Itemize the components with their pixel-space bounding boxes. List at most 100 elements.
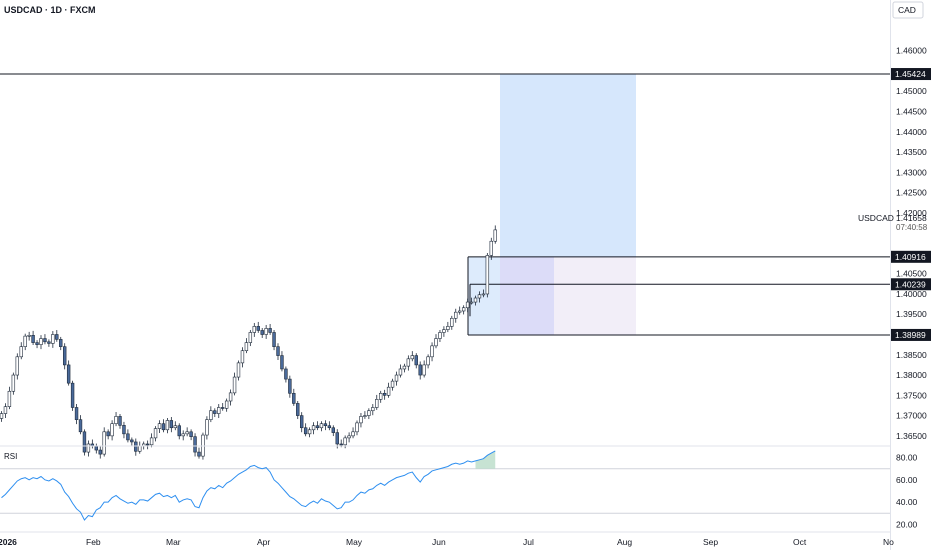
candle-body — [363, 415, 367, 417]
price-tick-label: 1.43500 — [896, 147, 927, 157]
candle-body — [351, 431, 355, 437]
candle-body — [446, 326, 450, 330]
candle-body — [23, 335, 27, 347]
time-tick-label: 2026 — [0, 537, 17, 547]
candle-body — [327, 425, 332, 429]
candle-body — [280, 355, 284, 370]
candle-body — [307, 429, 312, 435]
candle-body — [59, 339, 63, 347]
candle-body — [276, 346, 280, 356]
candle-body — [110, 423, 114, 437]
candle-body — [485, 255, 490, 295]
entry-zone-overlap — [500, 256, 554, 335]
candle-body — [375, 399, 379, 408]
candle-body — [386, 386, 391, 396]
candle-body — [145, 443, 150, 446]
level-tag-label: 1.38989 — [895, 330, 926, 340]
time-tick-label: No — [883, 537, 894, 547]
candle-body — [197, 451, 201, 457]
candle-body — [35, 342, 39, 345]
candle-body — [232, 376, 237, 394]
time-tick-label: Sep — [703, 537, 718, 547]
candle-body — [450, 317, 454, 327]
time-tick-label: Aug — [617, 537, 632, 547]
candle-body — [426, 356, 430, 366]
candle-body — [221, 407, 225, 409]
level-tag — [891, 250, 931, 263]
candle-body — [47, 341, 51, 344]
candle-body — [252, 326, 256, 333]
candle-body — [98, 449, 102, 455]
candle-body — [268, 328, 272, 333]
candle-body — [343, 437, 347, 446]
candle-body — [477, 294, 482, 299]
candle-body — [173, 425, 177, 429]
level-tags: 1.45424 1.40916 1.40239 1.38989 — [891, 68, 931, 341]
entry-zone-left — [468, 256, 500, 335]
price-tick-label: 1.46000 — [896, 46, 927, 56]
rsi-tick-label: 40.00 — [896, 497, 918, 507]
candle-body — [177, 425, 181, 437]
candle-body — [185, 431, 189, 435]
price-tick-label: 1.38000 — [896, 370, 927, 380]
candle-body — [465, 301, 470, 309]
candle-body — [438, 332, 442, 339]
candle-body — [39, 338, 43, 345]
candle-body — [248, 332, 253, 343]
candle-body — [260, 330, 264, 335]
time-tick-label: Apr — [257, 537, 270, 547]
price-tick-label: 1.42000 — [896, 208, 927, 218]
price-tick-label: 1.45000 — [896, 86, 927, 96]
candle-body — [272, 332, 276, 347]
candle-body — [169, 420, 174, 429]
horizontal-levels-layer — [0, 73, 890, 336]
candle-body — [299, 415, 304, 429]
candle-body — [240, 350, 245, 364]
candle-body — [493, 229, 497, 242]
candle-body — [149, 437, 154, 446]
level-tag — [891, 68, 931, 81]
candle-body — [7, 390, 12, 407]
price-axis[interactable]: 1.46000 1.45000 1.44500 1.44000 1.43500 1.430… — [896, 46, 927, 441]
target-zone — [500, 74, 636, 257]
price-tick-label: 1.40500 — [896, 269, 927, 279]
candle-body — [339, 443, 343, 446]
candle-body — [378, 392, 383, 400]
price-tick-label: 1.44000 — [896, 127, 927, 137]
candle-body — [390, 380, 395, 388]
candle-body — [311, 425, 316, 431]
candle-body — [347, 435, 351, 439]
time-tick-label: Jul — [523, 537, 534, 547]
candle-body — [134, 441, 138, 452]
candle-body — [181, 433, 185, 437]
zones-layer — [468, 74, 636, 335]
price-tick-label: 1.37000 — [896, 411, 927, 421]
price-tick-label: 1.39500 — [896, 309, 927, 319]
time-tick-label: Feb — [86, 537, 101, 547]
candle-body — [284, 368, 288, 380]
rsi-overbought-fill — [475, 450, 496, 469]
level-tag — [891, 328, 931, 341]
price-tick-label: 1.37500 — [896, 390, 927, 400]
candle-body — [457, 310, 462, 313]
time-axis[interactable]: 2026 Feb Mar Apr May Jun Jul Aug Sep Oct No — [0, 537, 894, 547]
candle-body — [205, 419, 209, 436]
candle-body — [114, 416, 118, 425]
candle-body — [82, 431, 87, 453]
currency-box[interactable] — [892, 1, 924, 19]
candle-body — [481, 293, 486, 296]
candle-body — [209, 410, 213, 420]
price-tick-label: 1.44500 — [896, 107, 927, 117]
candle-body — [19, 346, 23, 358]
candle-body — [66, 364, 71, 384]
candle-body — [126, 433, 130, 441]
candle-body — [78, 419, 83, 433]
candle-body — [422, 364, 426, 376]
candle-body — [323, 423, 328, 427]
candle-body — [0, 413, 4, 419]
candle-body — [410, 355, 414, 360]
candle-body — [55, 334, 59, 340]
price-tick-label: 1.36500 — [896, 431, 927, 441]
time-tick-label: May — [346, 537, 363, 547]
